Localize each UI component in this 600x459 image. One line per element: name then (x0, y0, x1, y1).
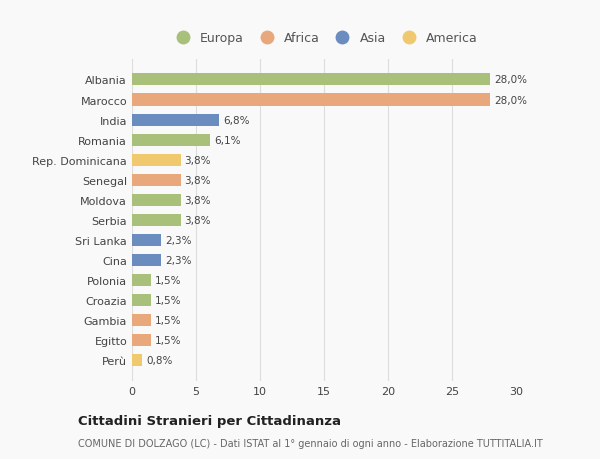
Text: 0,8%: 0,8% (146, 355, 172, 365)
Bar (132, 194, 181, 206)
Text: 1,5%: 1,5% (155, 336, 182, 345)
Bar (132, 114, 219, 126)
Text: 3,8%: 3,8% (184, 196, 211, 205)
Text: 1,5%: 1,5% (155, 275, 182, 285)
Text: COMUNE DI DOLZAGO (LC) - Dati ISTAT al 1° gennaio di ogni anno - Elaborazione TU: COMUNE DI DOLZAGO (LC) - Dati ISTAT al 1… (78, 438, 543, 448)
Bar (132, 134, 210, 146)
Bar (132, 154, 181, 166)
Bar (132, 314, 151, 326)
Text: 3,8%: 3,8% (184, 215, 211, 225)
Text: 28,0%: 28,0% (494, 75, 527, 85)
Bar (132, 74, 490, 86)
Text: 2,3%: 2,3% (165, 235, 192, 245)
Bar (132, 334, 151, 347)
Bar (132, 254, 161, 266)
Text: Cittadini Stranieri per Cittadinanza: Cittadini Stranieri per Cittadinanza (78, 414, 341, 428)
Text: 6,8%: 6,8% (223, 115, 250, 125)
Bar (132, 354, 142, 366)
Bar (132, 235, 161, 246)
Bar (132, 214, 181, 226)
Text: 3,8%: 3,8% (184, 155, 211, 165)
Text: 1,5%: 1,5% (155, 295, 182, 305)
Text: 2,3%: 2,3% (165, 255, 192, 265)
Text: 3,8%: 3,8% (184, 175, 211, 185)
Bar (132, 174, 181, 186)
Legend: Europa, Africa, Asia, America: Europa, Africa, Asia, America (165, 28, 483, 50)
Text: 1,5%: 1,5% (155, 315, 182, 325)
Bar (132, 94, 490, 106)
Bar (132, 274, 151, 286)
Text: 6,1%: 6,1% (214, 135, 241, 146)
Bar (132, 294, 151, 306)
Text: 28,0%: 28,0% (494, 95, 527, 105)
